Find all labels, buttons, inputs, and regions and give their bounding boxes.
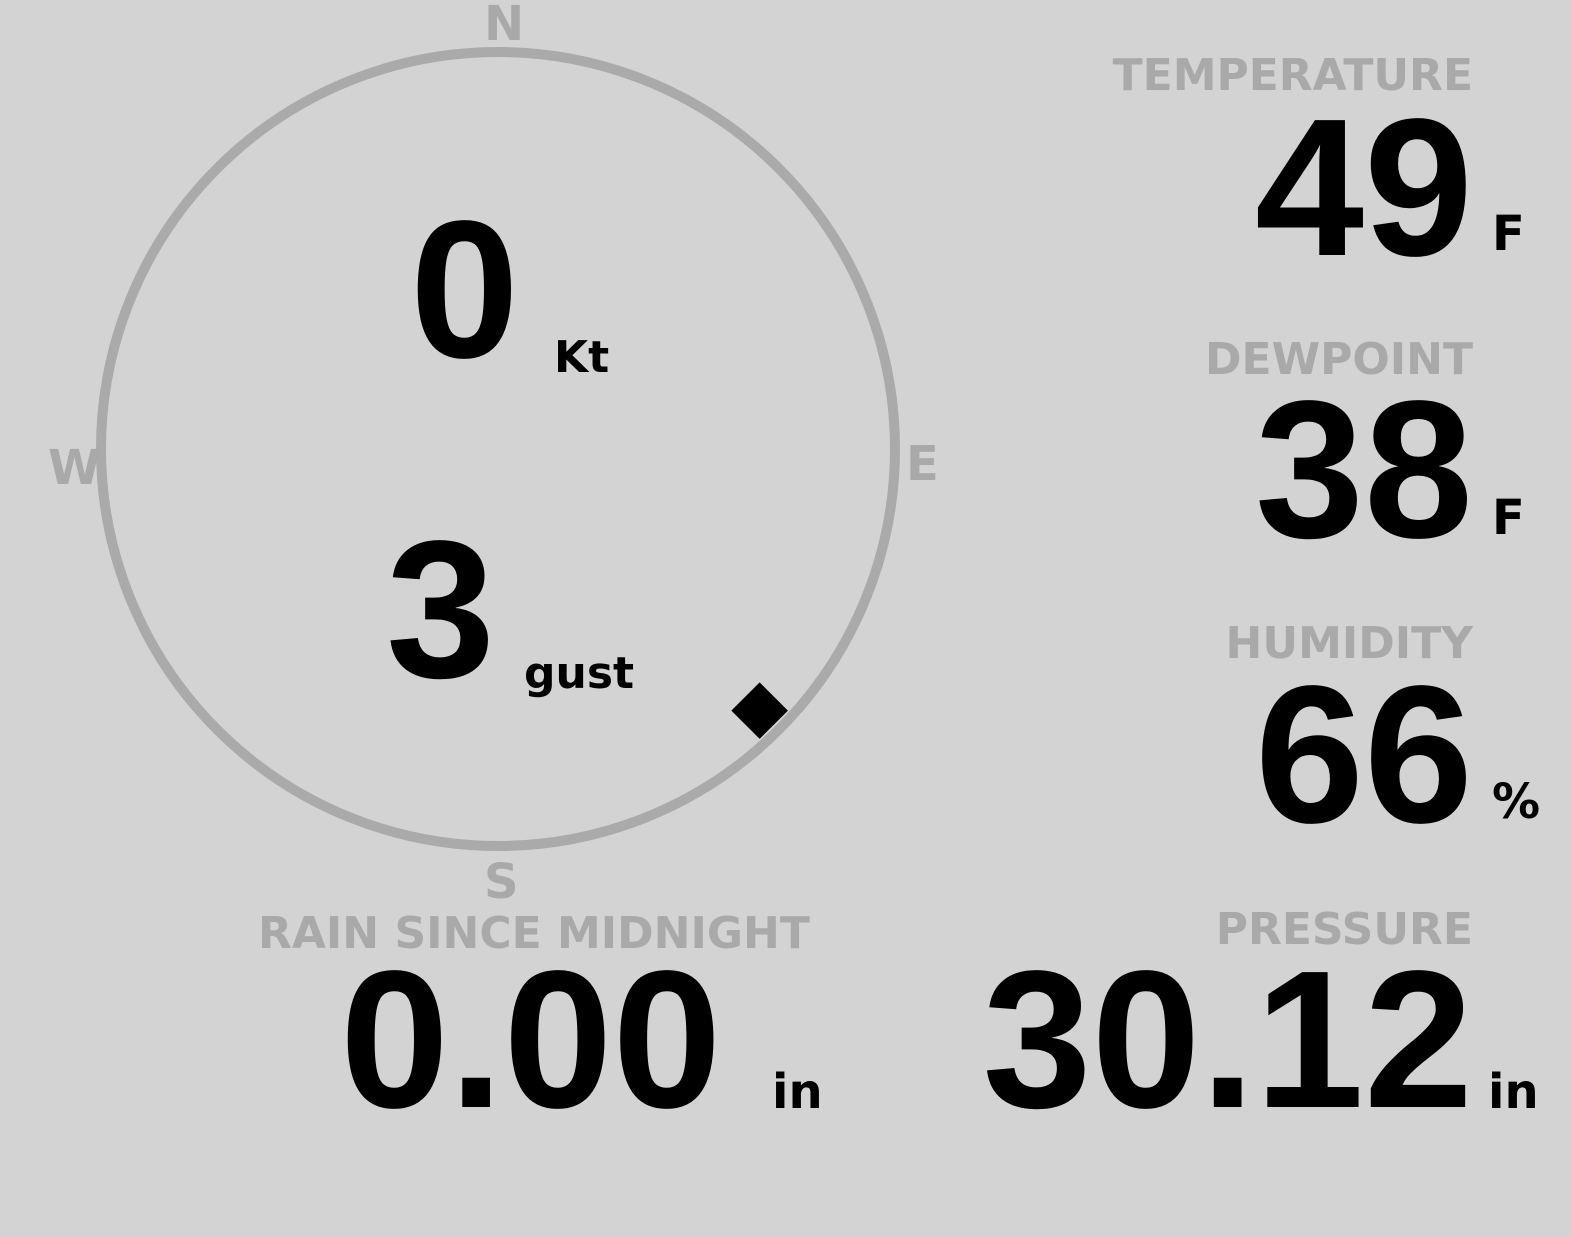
humidity-value: 66	[1254, 645, 1473, 864]
compass-west: W	[48, 440, 101, 496]
rain-label: RAIN SINCE MIDNIGHT	[258, 908, 810, 959]
dewpoint-value: 38	[1254, 360, 1473, 579]
rain-unit: in	[772, 1064, 823, 1120]
pressure-label: PRESSURE	[1215, 904, 1473, 955]
compass-north: N	[484, 0, 525, 52]
temperature-label: TEMPERATURE	[1112, 50, 1473, 101]
compass-south: S	[484, 854, 519, 910]
pressure-value: 30.12	[982, 930, 1473, 1149]
compass-east: E	[906, 436, 939, 492]
wind-speed-value: 0	[410, 180, 520, 399]
temperature-value: 49	[1254, 78, 1473, 297]
wind-gust-unit: gust	[524, 648, 635, 699]
compass-ring	[96, 47, 900, 851]
temperature-unit: F	[1492, 206, 1525, 262]
humidity-unit: %	[1492, 774, 1541, 830]
wind-speed-unit: Kt	[554, 332, 610, 383]
pressure-unit: in	[1488, 1064, 1539, 1120]
dewpoint-unit: F	[1492, 490, 1525, 546]
rain-value: 0.00	[340, 930, 722, 1149]
dewpoint-label: DEWPOINT	[1205, 334, 1473, 385]
humidity-label: HUMIDITY	[1225, 618, 1473, 669]
wind-gust-value: 3	[386, 500, 496, 719]
